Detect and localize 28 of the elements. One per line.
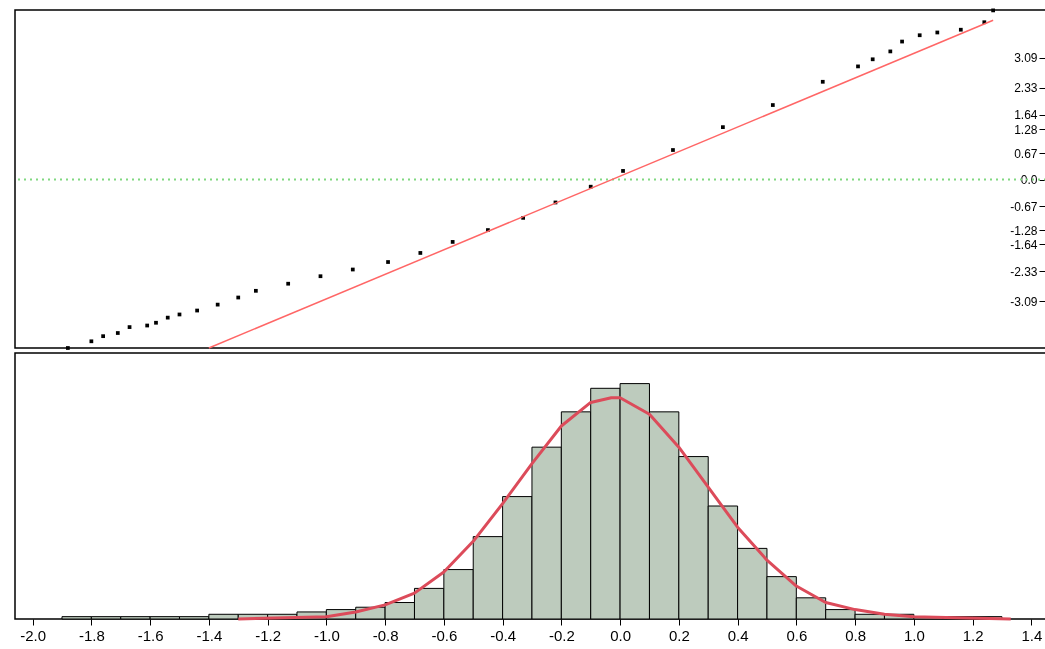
y-tick-label: -0.67: [1010, 199, 1038, 214]
y-tick-label: -1.64: [1010, 237, 1038, 252]
x-tick-label: 0.0: [610, 626, 632, 644]
y-tick-label: 0.67: [1014, 146, 1038, 161]
x-tick-label: 1.0: [903, 626, 925, 644]
x-tick-label: -1.2: [255, 626, 282, 644]
y-tick-label: -3.09: [1010, 294, 1038, 309]
y-tick-label: 2.33: [1014, 81, 1038, 96]
x-tick-label: -0.8: [372, 626, 399, 644]
x-tick-label: -0.6: [431, 626, 458, 644]
y-tick-label: -1.28: [1010, 223, 1038, 238]
x-tick-label: 1.2: [962, 626, 984, 644]
x-tick-label: 0.6: [786, 626, 808, 644]
y-tick-label: 3.09: [1014, 51, 1038, 66]
x-tick-label: -1.0: [313, 626, 340, 644]
x-tick-label: -0.4: [490, 626, 517, 644]
x-tick-label: 0.2: [668, 626, 690, 644]
x-tick-label: -1.6: [137, 626, 164, 644]
x-tick-label: 0.8: [845, 626, 866, 644]
y-tick-label: 1.64: [1014, 108, 1038, 123]
x-tick-label: -1.4: [196, 626, 223, 644]
y-tick-label: -2.33: [1010, 264, 1038, 279]
x-tick-label: 1.4: [1021, 626, 1043, 644]
x-tick-label: -0.2: [548, 626, 575, 644]
x-tick-label: -1.8: [78, 626, 105, 644]
x-tick-label: -2.0: [20, 626, 47, 644]
x-tick-label: 0.4: [727, 626, 749, 644]
y-tick-label: 1.28: [1014, 122, 1038, 137]
